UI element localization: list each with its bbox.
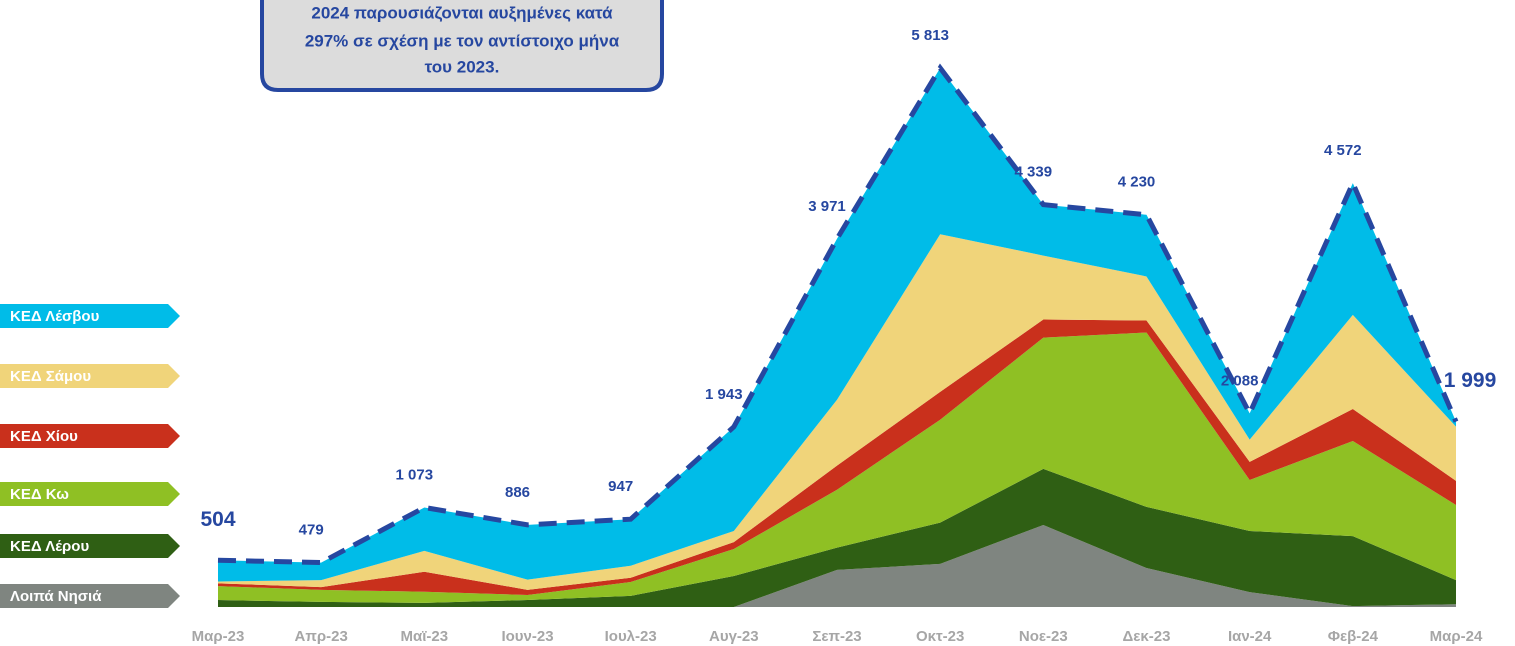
annotation-line: του 2023. bbox=[425, 57, 500, 76]
area bbox=[218, 332, 1456, 603]
annotation-box bbox=[260, 0, 664, 92]
legend-label: ΚΕΔ Κω bbox=[10, 486, 69, 503]
area bbox=[218, 524, 1456, 607]
total-label: 1 943 bbox=[705, 386, 743, 403]
x-tick-label: Ιαν-24 bbox=[1228, 628, 1272, 645]
total-label: 1 999 bbox=[1444, 369, 1497, 392]
total-label: 2 088 bbox=[1221, 372, 1259, 389]
total-label: 1 073 bbox=[396, 466, 434, 483]
total-label: 3 971 bbox=[808, 198, 846, 215]
annotation-line: 2024 παρουσιάζονται αυξημένες κατά bbox=[311, 3, 613, 22]
legend-swatch bbox=[0, 364, 180, 388]
total-label: 886 bbox=[505, 484, 530, 501]
annotation: 2024 παρουσιάζονται αυξημένες κατά 297% … bbox=[260, 0, 664, 92]
total-label: 947 bbox=[608, 478, 633, 495]
legend-label: ΚΕΔ Χίου bbox=[10, 428, 78, 445]
area bbox=[218, 234, 1456, 590]
area bbox=[218, 68, 1456, 582]
x-tick-label: Ιουλ-23 bbox=[605, 628, 657, 645]
area bbox=[218, 468, 1456, 607]
total-label: 504 bbox=[200, 508, 235, 531]
total-label: 4 230 bbox=[1118, 174, 1156, 191]
plot: 504 Μαρ-23 479 Απρ-23 1 073 Μαϊ-23 886 Ιουν-23 9… bbox=[0, 27, 1496, 645]
legend-swatch bbox=[0, 584, 180, 608]
x-tick-label: Σεπ-23 bbox=[812, 628, 861, 645]
x-tick-label: Δεκ-23 bbox=[1123, 628, 1171, 645]
legend-label: ΚΕΔ Λέσβου bbox=[10, 308, 100, 325]
x-tick-label: Μαρ-23 bbox=[192, 628, 245, 645]
x-tick-label: Νοε-23 bbox=[1019, 628, 1068, 645]
annotation-line: 297% σε σχέση με τον αντίστοιχο μήνα bbox=[305, 31, 620, 50]
legend-label: ΚΕΔ Σάμου bbox=[10, 368, 91, 385]
x-tick-label: Απρ-23 bbox=[295, 628, 348, 645]
legend-swatch bbox=[0, 534, 180, 558]
legend-label: Λοιπά Νησιά bbox=[10, 588, 102, 605]
legend-label: ΚΕΔ Λέρου bbox=[10, 538, 89, 555]
total-label: 4 572 bbox=[1324, 142, 1362, 159]
x-tick-label: Οκτ-23 bbox=[916, 628, 964, 645]
legend-swatch bbox=[0, 424, 180, 448]
legend-swatch bbox=[0, 482, 180, 506]
total-label: 4 339 bbox=[1015, 164, 1053, 181]
x-tick-label: Μαϊ-23 bbox=[401, 628, 449, 645]
legend: ΚΕΔ Λέσβου ΚΕΔ Σάμου ΚΕΔ Χίου ΚΕΔ Κω ΚΕΔ Λέρ… bbox=[0, 304, 180, 608]
total-label: 5 813 bbox=[911, 27, 949, 44]
x-tick-label: Μαρ-24 bbox=[1430, 628, 1483, 645]
legend-swatch bbox=[0, 304, 180, 328]
x-tick-label: Φεβ-24 bbox=[1328, 628, 1379, 645]
x-tick-label: Αυγ-23 bbox=[709, 628, 759, 645]
x-tick-label: Ιουν-23 bbox=[501, 628, 553, 645]
total-label: 479 bbox=[299, 522, 324, 539]
